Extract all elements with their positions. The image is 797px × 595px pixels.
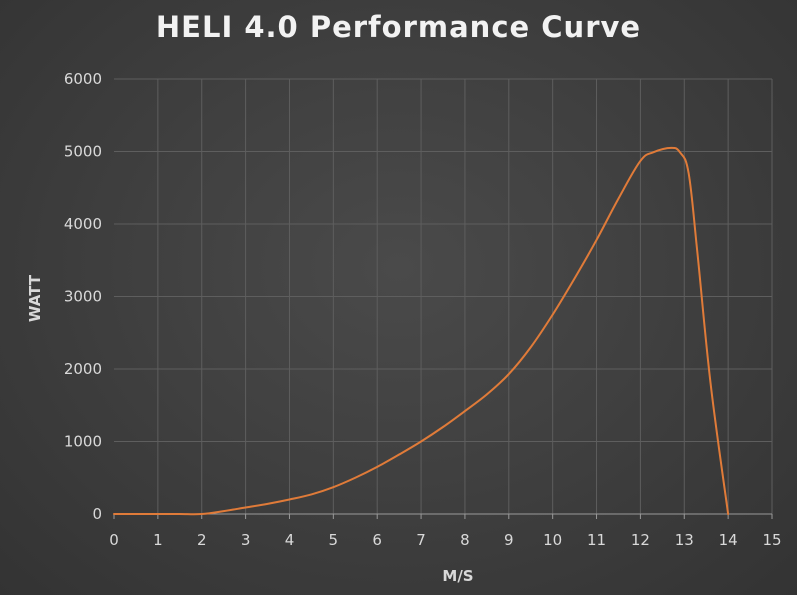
x-tick-label: 10 [543, 531, 562, 549]
x-tick-label: 13 [675, 531, 694, 549]
series-line [113, 146, 730, 516]
x-axis-title: M/S [442, 567, 473, 585]
axes [113, 513, 773, 519]
x-tick-label: 12 [631, 531, 650, 549]
grid [114, 78, 773, 514]
x-tick-label: 4 [285, 531, 295, 549]
y-tick-label: 4000 [64, 215, 102, 233]
x-tick-label: 5 [329, 531, 339, 549]
y-tick-label: 1000 [64, 433, 102, 451]
y-tick-label: 3000 [64, 288, 102, 306]
x-tick-label: 3 [241, 531, 251, 549]
y-tick-label: 5000 [64, 143, 102, 161]
x-tick-label: 2 [197, 531, 207, 549]
x-tick-label: 1 [153, 531, 163, 549]
series-layer [113, 146, 730, 516]
y-tick-label: 0 [92, 505, 102, 523]
x-tick-label: 14 [719, 531, 738, 549]
x-tick-label: 6 [372, 531, 382, 549]
x-tick-label: 7 [416, 531, 426, 549]
x-tick-label: 8 [460, 531, 470, 549]
x-tick-label: 15 [762, 531, 781, 549]
chart-title: HELI 4.0 Performance Curve [155, 10, 642, 44]
x-tick-label: 9 [504, 531, 514, 549]
y-axis-title: WATT [26, 274, 44, 322]
y-tick-label: 6000 [64, 70, 102, 88]
y-tick-label: 2000 [64, 360, 102, 378]
labels: 0 1 2 3 4 5 6 7 8 9 10 11 12 13 14 15010002000300040005… [26, 70, 782, 585]
x-tick-label: 0 [109, 531, 119, 549]
x-tick-label: 11 [587, 531, 606, 549]
